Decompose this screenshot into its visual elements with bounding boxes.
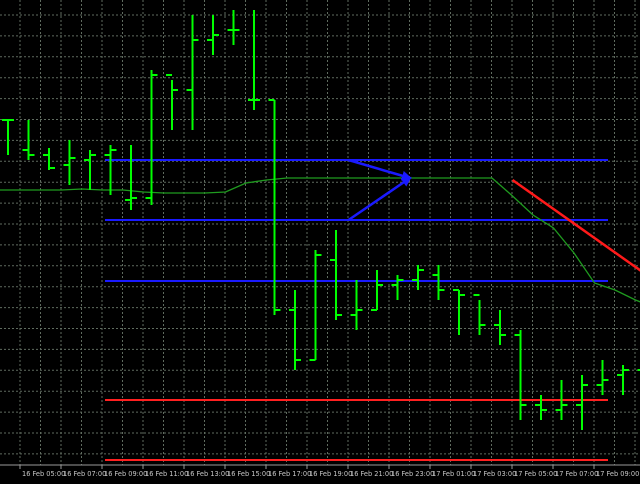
- ohlc-bar: [617, 365, 629, 395]
- ohlc-bar: [392, 275, 404, 300]
- ohlc-bar: [330, 230, 342, 320]
- x-tick-label: 17 Feb 09:00: [596, 470, 639, 478]
- ohlc-bar: [351, 280, 363, 330]
- ohlc-bar: [289, 290, 301, 370]
- red-arrow: [513, 180, 640, 325]
- x-tick-label: 16 Feb 11:00: [145, 470, 188, 478]
- x-tick-label: 17 Feb 05:00: [514, 470, 557, 478]
- ohlc-bar: [64, 140, 76, 185]
- x-tick-label: 16 Feb 05:00: [22, 470, 65, 478]
- ohlc-bar: [453, 290, 465, 335]
- x-tick-label: 16 Feb 07:00: [63, 470, 106, 478]
- grid: [0, 0, 640, 465]
- ohlc-bar: [146, 70, 158, 205]
- ohlc-bar: [105, 145, 117, 195]
- ohlc-bar: [576, 375, 588, 430]
- ohlc-bar: [166, 75, 178, 130]
- x-tick-label: 17 Feb 03:00: [473, 470, 516, 478]
- x-tick-label: 17 Feb 07:00: [555, 470, 598, 478]
- ohlc-bar: [187, 15, 199, 130]
- x-tick-label: 17 Feb 01:00: [432, 470, 475, 478]
- x-tick-label: 16 Feb 17:00: [268, 470, 311, 478]
- blue-arrow: [349, 160, 411, 178]
- ohlc-bar: [84, 150, 96, 190]
- ohlc-bar: [207, 15, 219, 55]
- ohlc-bar: [2, 120, 14, 155]
- blue-arrow: [349, 178, 411, 220]
- ohlc-bar: [474, 295, 486, 335]
- ohlc-bar: [269, 100, 281, 315]
- x-tick-label: 16 Feb 09:00: [104, 470, 147, 478]
- ohlc-bar: [535, 395, 547, 420]
- x-tick-label: 16 Feb 15:00: [227, 470, 270, 478]
- arrows: [349, 160, 640, 325]
- ohlc-bar: [515, 330, 527, 420]
- ohlc-bar: [43, 148, 55, 170]
- ohlc-bar: [433, 265, 445, 300]
- ohlc-bar: [248, 10, 260, 110]
- x-tick-label: 16 Feb 21:00: [350, 470, 393, 478]
- ohlc-bar: [310, 250, 322, 360]
- ohlc-bar: [371, 270, 383, 310]
- ohlc-bar: [494, 310, 506, 345]
- x-tick-label: 16 Feb 23:00: [391, 470, 434, 478]
- x-tick-label: 16 Feb 19:00: [309, 470, 352, 478]
- x-tick-label: 16 Feb 13:00: [186, 470, 229, 478]
- ohlc-bar: [125, 145, 137, 210]
- ohlc-bar: [597, 360, 609, 395]
